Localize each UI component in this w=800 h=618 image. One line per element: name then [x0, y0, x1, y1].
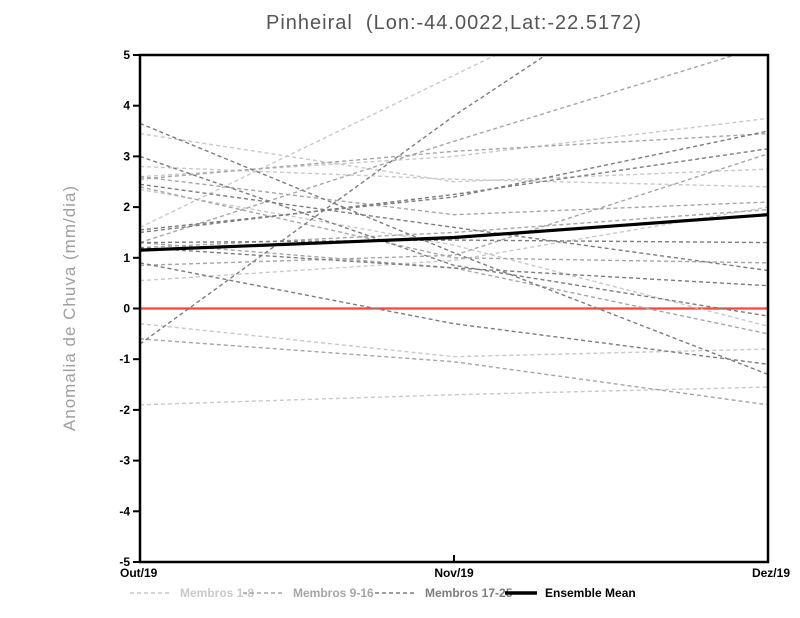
y-tick-label: -3	[119, 454, 130, 468]
member-line-group2	[141, 176, 767, 216]
solid-line-swatch-icon	[505, 591, 537, 595]
member-line-group3	[141, 56, 546, 345]
legend-label: Membros 17-25	[425, 586, 513, 600]
member-line-group1	[141, 56, 496, 228]
member-line-group2	[141, 241, 767, 335]
chart-legend: Membros 1-8 Membros 9-16 Membros 17-25 Ense…	[0, 584, 800, 604]
member-line-group2	[141, 338, 767, 406]
y-tick-label: 2	[123, 200, 130, 214]
member-line-group3	[141, 123, 767, 375]
member-line-group2	[141, 186, 767, 264]
member-line-group2	[141, 56, 735, 244]
member-line-group3	[141, 156, 767, 317]
y-tick-label: 1	[123, 251, 130, 265]
legend-label: Membros 1-8	[180, 586, 255, 600]
y-tick-label: 5	[123, 48, 130, 62]
ensemble-mean-line	[141, 213, 767, 252]
dashed-line-swatch-icon	[243, 592, 285, 594]
legend-entry: Membros 9-16	[243, 584, 374, 602]
member-line-group1	[141, 323, 767, 358]
y-tick-label: -1	[119, 352, 130, 366]
member-line-group1	[141, 206, 767, 282]
y-tick-label: 4	[123, 99, 130, 113]
legend-label: Ensemble Mean	[545, 586, 636, 600]
x-tick-label: Dez/19	[752, 566, 790, 580]
member-line-group3	[141, 262, 767, 365]
y-tick-label: 3	[123, 149, 130, 163]
member-line-group3	[141, 148, 767, 234]
member-line-group1	[141, 117, 767, 178]
member-line-group1	[141, 165, 767, 188]
x-tick-label: Nov/19	[434, 566, 474, 580]
dashed-line-swatch-icon	[130, 592, 172, 594]
y-tick-label: -4	[119, 504, 130, 518]
member-line-group3	[141, 130, 767, 231]
y-tick-label: -2	[119, 403, 130, 417]
y-tick-label: -5	[119, 555, 130, 569]
x-tick-label: Out/19	[120, 566, 158, 580]
dashed-line-swatch-icon	[375, 592, 417, 594]
member-line-group1	[141, 386, 767, 406]
member-line-group2	[141, 132, 767, 180]
member-line-group2	[141, 153, 767, 267]
member-line-group3	[141, 183, 767, 272]
member-line-group1	[141, 133, 767, 183]
member-line-group3	[141, 239, 767, 244]
y-tick-label: 0	[123, 302, 130, 316]
legend-entry: Membros 1-8	[130, 584, 254, 602]
legend-entry: Membros 17-25	[375, 584, 512, 602]
legend-entry: Ensemble Mean	[505, 584, 636, 602]
legend-label: Membros 9-16	[293, 586, 374, 600]
chart-title: Pinheiral (Lon:-44.0022,Lat:-22.5172)	[265, 12, 642, 34]
member-line-group1	[141, 188, 767, 327]
